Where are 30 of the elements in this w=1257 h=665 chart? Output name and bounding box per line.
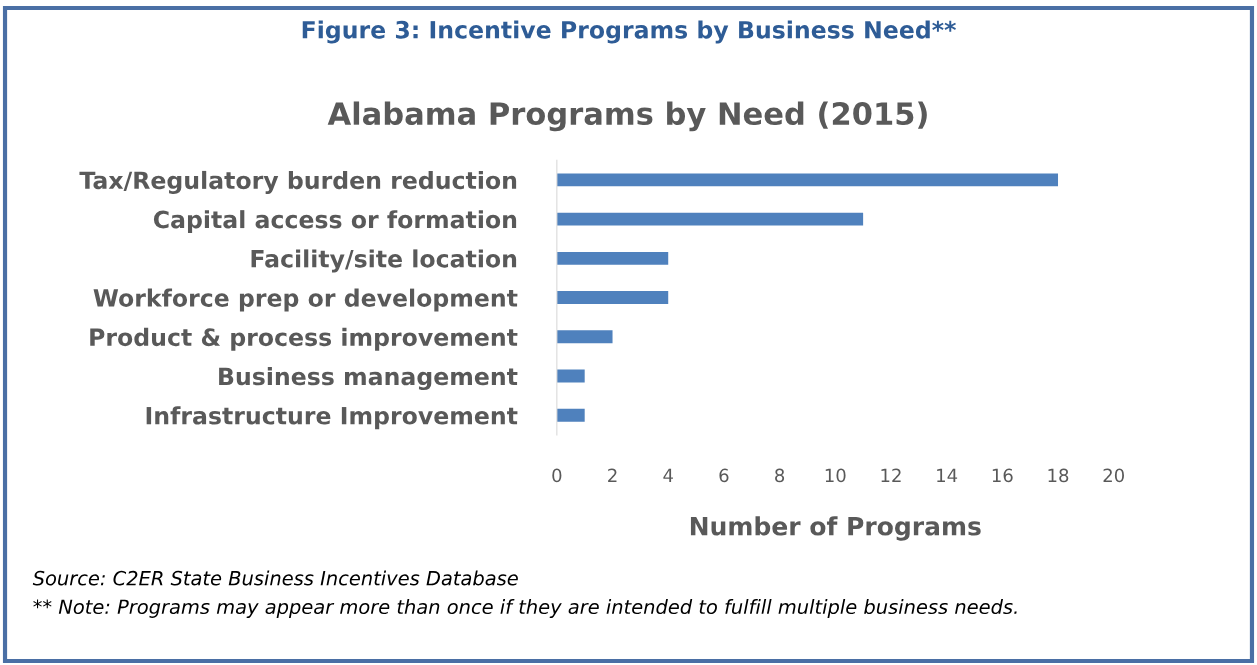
bar — [556, 251, 669, 265]
x-tick-label: 14 — [937, 468, 958, 482]
x-tick-label: 6 — [719, 468, 729, 483]
x-tick-label: 4 — [663, 468, 673, 482]
text: ** Note: Programs may appear more than once if they are intended to fulfill multiple business needs. — [33, 599, 1017, 618]
x-tick-label: 10 — [825, 468, 846, 483]
x-tick-label: 16 — [992, 468, 1013, 483]
x-tick-label: 12 — [881, 468, 901, 482]
source-note: Source: C2ER State Business Incentives Database — [32, 570, 518, 586]
y-tick-label: Facility/site location — [251, 249, 517, 273]
bar — [556, 212, 864, 226]
x-tick-label: 2 — [608, 468, 617, 482]
chart-subtitle: Alabama Programs by Need (2015) — [327, 101, 927, 132]
y-tick-label: Product & process improvement — [90, 327, 518, 351]
x-tick-label: 8 — [775, 468, 785, 483]
x-axis-title: Number of Programs — [690, 516, 981, 541]
y-tick-label: Business management — [219, 367, 518, 391]
x-tick-label: 18 — [1048, 468, 1069, 483]
x-tick-label: 20 — [1103, 468, 1124, 483]
y-tick-label: Workforce prep or development — [93, 288, 518, 312]
y-tick-label: Infrastructure Improvement — [146, 406, 518, 430]
bar — [556, 369, 585, 383]
bar — [556, 330, 613, 344]
bar — [556, 408, 585, 422]
x-tick-label: 0 — [552, 468, 562, 483]
bar — [556, 291, 669, 305]
bar — [556, 173, 1059, 187]
y-tick-label: Tax/Regulatory burden reduction — [79, 170, 517, 194]
chart-title: Figure 3: Incentive Programs by Business Need** — [302, 20, 956, 44]
y-tick-label: Capital access or formation — [153, 210, 517, 233]
